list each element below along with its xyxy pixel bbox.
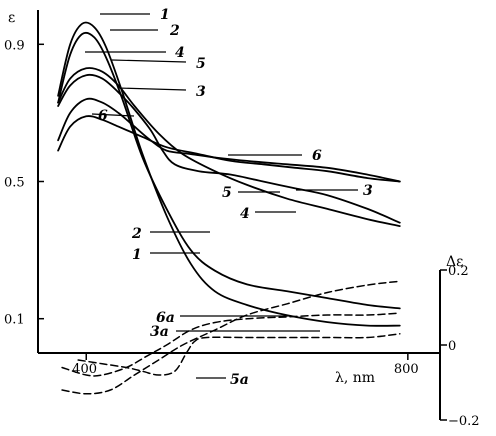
y2-tick-label: 0 [448, 339, 456, 354]
series-label-5a: 5a [230, 372, 249, 388]
y-tick-label: 0.9 [4, 38, 25, 53]
x-tick-label: 800 [394, 362, 419, 377]
series-label-3a: 3a [150, 324, 169, 340]
label-leader-6 [91, 113, 135, 117]
y2-tick-label: −0.2 [448, 414, 480, 429]
y2-axis-title: Δε [446, 254, 463, 270]
y-tick-label: 0.5 [4, 176, 25, 191]
series-label-5: 5 [196, 56, 206, 72]
series-label-2: 2 [169, 23, 180, 39]
series-label-6: 6 [98, 108, 108, 124]
series-label-3: 3 [363, 183, 373, 199]
series-label-4: 4 [240, 206, 250, 222]
label-leader-3 [117, 87, 187, 91]
curves [57, 21, 401, 395]
axes: ε Δε λ, nm [8, 10, 463, 420]
series-line-3 [57, 97, 401, 183]
series-label-3: 3 [196, 84, 206, 100]
series-line-1 [57, 21, 401, 327]
series-label-4: 4 [175, 45, 185, 61]
series-line-5a [77, 333, 401, 376]
y2-tick-label: 0.2 [448, 264, 469, 279]
series-label-6a: 6a [156, 310, 175, 326]
y-tick-label: 0.1 [4, 313, 25, 328]
x-axis-title: λ, nm [335, 370, 375, 386]
series-line-6 [57, 115, 401, 183]
series-line-4 [57, 67, 401, 227]
label-leader-5 [111, 59, 187, 63]
series-label-5: 5 [222, 185, 232, 201]
series-label-6: 6 [312, 148, 322, 164]
series-label-2: 2 [131, 226, 142, 242]
series-line-5 [57, 73, 401, 224]
y-axis-title: ε [8, 10, 15, 26]
series-label-1: 1 [160, 7, 170, 23]
series-label-1: 1 [132, 247, 142, 263]
series-line-6a [61, 280, 401, 395]
series-line-3a [61, 312, 401, 377]
